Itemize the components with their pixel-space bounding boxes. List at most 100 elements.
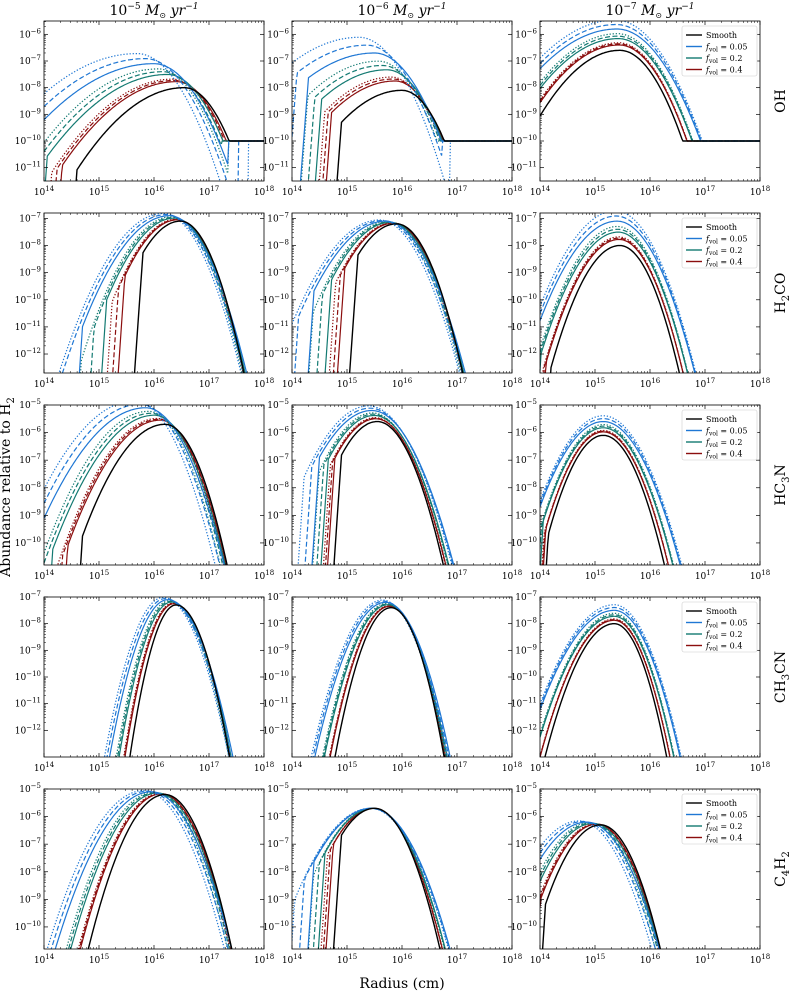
x-tick-label: 1015	[89, 761, 109, 774]
x-tick-label: 1017	[695, 377, 715, 390]
y-tick-label: 10−11	[15, 161, 41, 174]
y-tick-label: 10−9	[515, 266, 537, 279]
x-tick-label: 1018	[502, 761, 522, 774]
series-f-vol-0-05-dotted	[310, 599, 449, 757]
x-tick-label: 1016	[144, 761, 165, 774]
x-tick-label: 1014	[34, 185, 55, 198]
series-f-vol-0-05-solid	[108, 599, 234, 757]
panel-curves	[58, 213, 248, 373]
y-tick-label: 10−6	[19, 426, 41, 439]
y-tick-label: 10−10	[15, 134, 41, 147]
y-tick-label: 10−8	[515, 239, 537, 252]
y-tick-label: 10−9	[267, 107, 289, 120]
series-f-vol-0-2-solid	[540, 231, 689, 373]
series-f-vol-0-05-dotted	[292, 36, 512, 181]
y-tick-label: 10−7	[515, 54, 537, 67]
panel-curves	[540, 415, 683, 565]
x-tick-label: 1017	[695, 185, 715, 198]
x-tick-label: 1015	[585, 377, 605, 390]
series-f-vol-0-4-dashed	[332, 222, 464, 373]
y-tick-label: 10−10	[15, 920, 41, 933]
y-tick-label: 10−10	[263, 920, 289, 933]
series-f-vol-0-4-dashed	[540, 619, 671, 757]
series-f-vol-0-2-dashed	[44, 412, 224, 565]
series-f-vol-0-05-solid	[540, 421, 681, 565]
series-smooth-solid	[540, 49, 760, 142]
y-tick-label: 10−9	[515, 508, 537, 521]
y-tick-label: 10−7	[515, 453, 537, 466]
legend-label: fvol = 0.4	[705, 642, 742, 653]
panel-frame	[291, 212, 513, 374]
series-f-vol-0-4-dotted	[50, 78, 264, 181]
x-tick-label: 1014	[282, 185, 303, 198]
series-f-vol-0-2-dotted	[79, 216, 243, 373]
legend-label: Smooth	[706, 607, 737, 616]
legend-label: fvol = 0.05	[705, 43, 748, 54]
x-tick-label: 1018	[502, 185, 522, 198]
panel-frame	[43, 596, 265, 758]
panel-frame	[291, 20, 513, 182]
series-f-vol-0-4-dashed	[55, 79, 264, 181]
series-smooth-solid	[348, 223, 464, 373]
y-tick-label: 10−11	[511, 161, 537, 174]
y-tick-label: 10−10	[263, 536, 289, 549]
x-tick-label: 1017	[447, 569, 467, 582]
row-label-H2CO: H2CO	[773, 273, 792, 314]
panel-curves	[540, 820, 662, 949]
x-tick-label: 1015	[585, 953, 605, 966]
panel-C4H2-col2: 1014 1015 1016 1017 1018 10−10 10−9 10−8 10−7 10−…	[263, 782, 522, 966]
y-tick-label: 10−12	[263, 723, 289, 736]
y-tick-label: 10−10	[15, 536, 41, 549]
y-tick-label: 10−9	[19, 107, 41, 120]
column-title: 10−5 M⊙ yr−1	[110, 2, 199, 20]
y-tick-label: 10−10	[511, 134, 537, 147]
legend-label: Smooth	[706, 415, 737, 424]
x-tick-label: 1015	[337, 953, 357, 966]
y-tick-label: 10−8	[19, 239, 41, 252]
series-f-vol-0-2-solid	[540, 822, 661, 949]
y-tick-label: 10−9	[267, 508, 289, 521]
x-tick-label: 1014	[34, 377, 55, 390]
series-f-vol-0-05-dotted	[58, 213, 242, 373]
series-f-vol-0-2-dotted	[308, 221, 462, 373]
y-tick-label: 10−7	[267, 54, 289, 67]
series-f-vol-0-2-dashed	[44, 71, 264, 152]
y-tick-label: 10−10	[263, 670, 289, 683]
x-tick-label: 1015	[337, 569, 357, 582]
series-f-vol-0-2-dashed	[540, 425, 674, 565]
x-tick-label: 1014	[34, 953, 55, 966]
series-f-vol-0-4-dotted	[540, 42, 760, 142]
x-tick-label: 1018	[254, 377, 274, 390]
x-tick-label: 1014	[282, 761, 303, 774]
x-tick-label: 1018	[502, 569, 522, 582]
series-f-vol-0-4-dashed	[112, 218, 245, 373]
legend-label: fvol = 0.2	[705, 822, 742, 833]
series-smooth-solid	[332, 807, 441, 949]
y-tick-label: 10−11	[263, 320, 289, 333]
panel-curves	[540, 604, 682, 757]
series-f-vol-0-05-solid	[540, 821, 660, 949]
series-smooth-solid	[333, 420, 445, 565]
series-f-vol-0-2-dashed	[316, 221, 463, 373]
y-tick-label: 10−6	[19, 27, 41, 40]
y-tick-label: 10−5	[19, 398, 41, 411]
y-tick-label: 10−9	[267, 266, 289, 279]
y-tick-label: 10−5	[267, 398, 289, 411]
series-f-vol-0-4-dashed	[543, 237, 684, 373]
legend-label: fvol = 0.4	[705, 834, 742, 845]
y-tick-label: 10−12	[511, 723, 537, 736]
series-f-vol-0-4-solid	[540, 823, 661, 949]
series-f-vol-0-2-dotted	[540, 33, 760, 142]
y-tick-label: 10−6	[267, 810, 289, 823]
legend-label: fvol = 0.05	[705, 235, 748, 246]
x-tick-label: 1017	[695, 761, 715, 774]
y-tick-label: 10−8	[267, 865, 289, 878]
y-tick-label: 10−11	[511, 697, 537, 710]
x-tick-label: 1015	[585, 185, 605, 198]
panel-curves	[297, 405, 455, 565]
legend-box	[681, 25, 758, 77]
